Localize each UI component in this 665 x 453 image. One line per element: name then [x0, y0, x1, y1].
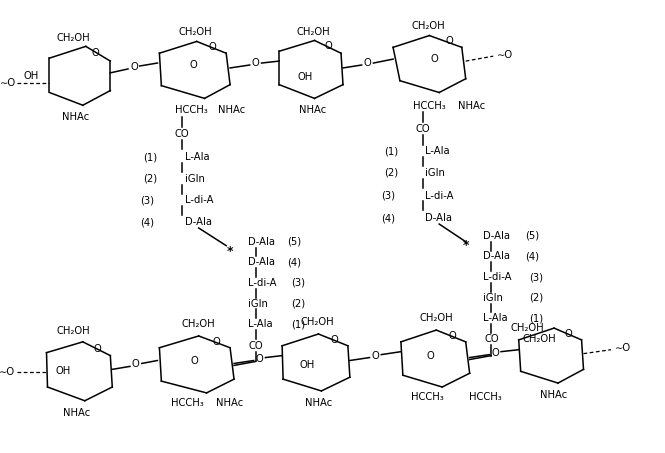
Text: NHAc: NHAc	[541, 390, 568, 400]
Text: O: O	[445, 36, 453, 47]
Text: NHAc: NHAc	[216, 398, 243, 408]
Text: O: O	[430, 54, 438, 64]
Text: (4): (4)	[287, 257, 301, 267]
Text: O: O	[255, 353, 263, 364]
Text: HCCH₃: HCCH₃	[413, 101, 446, 111]
Text: (4): (4)	[140, 217, 154, 227]
Text: ∼O: ∼O	[497, 50, 513, 60]
Text: (2): (2)	[529, 293, 544, 303]
Text: CH₂OH: CH₂OH	[412, 21, 445, 31]
Text: O: O	[209, 42, 216, 53]
Text: ∼O: ∼O	[0, 367, 15, 377]
Text: (2): (2)	[144, 174, 158, 184]
Text: CH₂OH: CH₂OH	[182, 319, 215, 329]
Text: HCCH₃: HCCH₃	[411, 392, 444, 402]
Text: (1): (1)	[144, 152, 158, 162]
Text: (3): (3)	[381, 191, 395, 201]
Text: (1): (1)	[384, 146, 398, 156]
Text: NHAc: NHAc	[458, 101, 485, 111]
Text: CO: CO	[415, 124, 430, 134]
Text: D-Ala: D-Ala	[483, 251, 510, 261]
Text: ∼O: ∼O	[615, 343, 631, 353]
Text: OH: OH	[56, 366, 71, 376]
Text: (2): (2)	[291, 299, 305, 308]
Text: O: O	[372, 351, 379, 361]
Text: (5): (5)	[287, 237, 301, 247]
Text: (3): (3)	[291, 278, 305, 288]
Text: CH₂OH: CH₂OH	[523, 334, 557, 344]
Text: HCCH₃: HCCH₃	[469, 392, 501, 402]
Text: O: O	[213, 337, 220, 347]
Text: D-Ala: D-Ala	[483, 231, 510, 241]
Text: iGln: iGln	[248, 299, 267, 308]
Text: *: *	[227, 245, 233, 258]
Text: D-Ala: D-Ala	[248, 257, 275, 267]
Text: L-Ala: L-Ala	[185, 152, 209, 162]
Text: (5): (5)	[525, 231, 540, 241]
Text: CH₂OH: CH₂OH	[420, 313, 453, 323]
Text: *: *	[462, 239, 469, 252]
Text: O: O	[325, 41, 332, 51]
Text: L-Ala: L-Ala	[483, 313, 508, 323]
Text: O: O	[491, 347, 499, 358]
Text: NHAc: NHAc	[63, 408, 90, 418]
Text: O: O	[426, 351, 434, 361]
Text: (3): (3)	[140, 196, 154, 206]
Text: O: O	[132, 359, 140, 370]
Text: (4): (4)	[525, 251, 539, 261]
Text: (4): (4)	[381, 213, 395, 223]
Text: CH₂OH: CH₂OH	[297, 27, 331, 37]
Text: NHAc: NHAc	[299, 105, 327, 115]
Text: HCCH₃: HCCH₃	[175, 105, 208, 115]
Text: NHAc: NHAc	[305, 398, 332, 408]
Text: O: O	[190, 60, 198, 70]
Text: HCCH₃: HCCH₃	[171, 398, 204, 408]
Text: CH₂OH: CH₂OH	[179, 27, 213, 37]
Text: (1): (1)	[529, 313, 544, 323]
Text: iGln: iGln	[426, 168, 446, 178]
Text: CH₂OH: CH₂OH	[57, 326, 90, 336]
Text: D-Ala: D-Ala	[185, 217, 212, 227]
Text: O: O	[364, 58, 372, 68]
Text: (2): (2)	[384, 168, 398, 178]
Text: D-Ala: D-Ala	[426, 213, 452, 223]
Text: D-Ala: D-Ala	[248, 237, 275, 247]
Text: OH: OH	[299, 361, 315, 371]
Text: NHAc: NHAc	[218, 105, 245, 115]
Text: O: O	[565, 329, 573, 339]
Text: iGln: iGln	[483, 293, 503, 303]
Text: L-Ala: L-Ala	[248, 319, 273, 329]
Text: NHAc: NHAc	[63, 112, 90, 122]
Text: CH₂OH: CH₂OH	[301, 317, 334, 327]
Text: OH: OH	[23, 71, 39, 81]
Text: CO: CO	[484, 334, 499, 344]
Text: CO: CO	[248, 341, 263, 351]
Text: O: O	[94, 344, 102, 354]
Text: (1): (1)	[291, 319, 305, 329]
Text: O: O	[448, 331, 456, 341]
Text: O: O	[331, 335, 338, 345]
Text: O: O	[92, 48, 100, 58]
Text: O: O	[191, 357, 199, 366]
Text: O: O	[252, 58, 259, 68]
Text: CH₂OH: CH₂OH	[57, 33, 90, 43]
Text: L-di-A: L-di-A	[248, 278, 276, 288]
Text: (3): (3)	[529, 272, 543, 282]
Text: CO: CO	[175, 129, 190, 139]
Text: OH: OH	[297, 72, 313, 82]
Text: L-di-A: L-di-A	[483, 272, 512, 282]
Text: O: O	[130, 62, 138, 72]
Text: L-di-A: L-di-A	[426, 191, 454, 201]
Text: L-Ala: L-Ala	[426, 146, 450, 156]
Text: L-di-A: L-di-A	[185, 196, 213, 206]
Text: ∼O: ∼O	[0, 77, 16, 88]
Text: CH₂OH: CH₂OH	[511, 323, 545, 333]
Text: iGln: iGln	[185, 174, 205, 184]
